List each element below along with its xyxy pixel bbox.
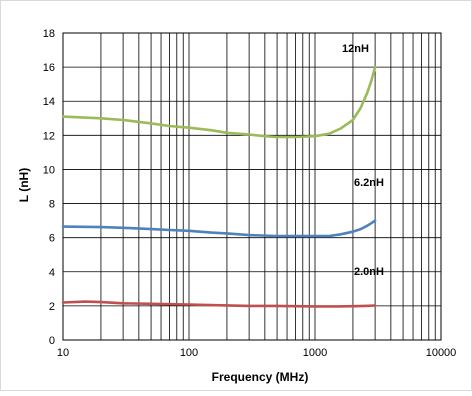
x-tick-label: 10000 [426, 347, 457, 359]
y-tick-label: 18 [43, 28, 55, 40]
x-tick-label: 100 [180, 347, 198, 359]
series-line-6-2nh [61, 219, 377, 238]
y-axis-title: L (nH) [17, 168, 31, 202]
series-line-2-0nh [61, 300, 377, 308]
series-label-layer: 12nH 6.2nH 2.0nH [342, 43, 384, 278]
y-tick-label: 8 [49, 199, 55, 211]
series-layer [61, 65, 377, 308]
plot-area-border [62, 32, 442, 341]
tick-label-layer: 0 2 4 6 8 10 12 14 16 18 10 100 1000 10000 [43, 28, 457, 359]
y-tick-label: 12 [43, 130, 55, 142]
series-label-12nh: 12nH [342, 43, 369, 55]
y-tick-label: 6 [49, 233, 55, 245]
y-tick-label: 4 [49, 267, 55, 279]
series-line-12nh [61, 65, 377, 139]
x-tick-label: 10 [57, 347, 69, 359]
x-axis-title: Frequency (MHz) [212, 370, 309, 384]
series-label-2-0nh: 2.0nH [354, 266, 384, 278]
y-tick-label: 2 [49, 301, 55, 313]
y-tick-label: 0 [49, 335, 55, 347]
series-label-6-2nh: 6.2nH [354, 177, 384, 189]
x-tick-label: 1000 [303, 347, 327, 359]
y-tick-label: 14 [43, 96, 55, 108]
y-tick-label: 10 [43, 164, 55, 176]
grid-layer [63, 33, 441, 340]
y-tick-label: 16 [43, 62, 55, 74]
